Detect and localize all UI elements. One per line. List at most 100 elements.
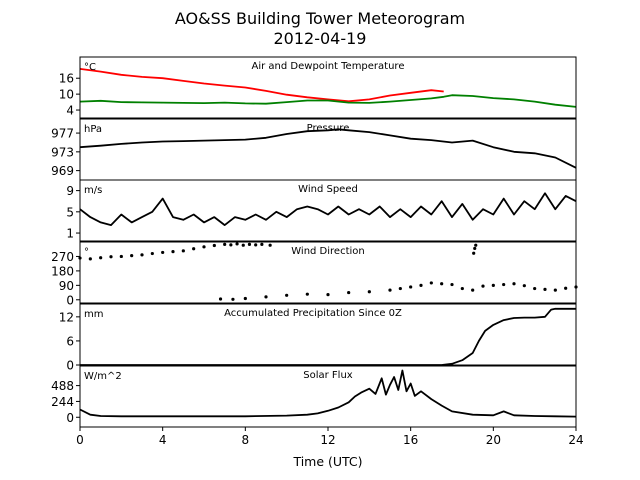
data-point <box>212 243 216 248</box>
panel-unit: °C <box>84 62 96 73</box>
x-tick-label: 20 <box>486 433 501 447</box>
data-point <box>491 283 495 287</box>
data-point <box>235 242 239 246</box>
y-tick-label: 5 <box>66 205 74 219</box>
y-tick-label: 0 <box>66 359 74 373</box>
data-point <box>305 292 309 296</box>
data-point <box>367 290 371 294</box>
panel-2: 1 5 9 m/s Wind Speed <box>66 179 577 242</box>
y-tick-label: 0 <box>66 293 74 307</box>
data-point <box>254 243 258 247</box>
y-tick-label: 180 <box>51 264 74 278</box>
panel-unit: hPa <box>84 124 102 135</box>
data-point <box>192 247 196 251</box>
panel-4: 0 6 12 mm Accumulated Precipitation Since 0Z <box>59 303 577 373</box>
y-tick-label: 0 <box>66 411 74 425</box>
data-point <box>419 283 423 287</box>
data-point <box>218 297 223 301</box>
series-line-dewpoint <box>79 94 577 108</box>
series-line-line <box>79 369 577 418</box>
data-point <box>471 288 475 292</box>
data-point <box>326 293 330 297</box>
data-point <box>231 297 235 301</box>
data-point <box>119 254 123 259</box>
data-point <box>150 251 154 256</box>
y-tick-label: 977 <box>51 127 74 141</box>
series-line-line <box>79 128 577 169</box>
data-point <box>229 243 233 247</box>
data-point <box>472 251 476 255</box>
data-point <box>285 293 289 297</box>
panel-title: Solar Flux <box>303 370 353 381</box>
data-point <box>533 286 537 291</box>
data-point <box>388 288 392 292</box>
x-tick-label: 8 <box>242 433 250 447</box>
panel-title: Accumulated Precipitation Since 0Z <box>224 308 402 319</box>
data-point <box>398 286 402 291</box>
y-tick-label: 4 <box>66 104 74 118</box>
data-point <box>88 257 92 261</box>
x-tick-label: 0 <box>76 433 84 447</box>
y-tick-label: 973 <box>51 145 74 159</box>
x-axis-label: Time (UTC) <box>292 454 362 469</box>
series-line-temperature <box>79 68 444 103</box>
data-point <box>181 249 185 253</box>
panel-title: Wind Speed <box>298 184 358 195</box>
data-point <box>247 242 252 247</box>
data-point <box>522 284 526 288</box>
figure-title: AO&SS Building Tower Meteorogram <box>175 9 465 28</box>
data-point <box>473 246 477 251</box>
data-point <box>440 282 444 286</box>
x-tick-label: 24 <box>568 433 583 447</box>
panel-5: 0 244 488 W/m^2 Solar Flux <box>51 365 577 428</box>
data-point <box>502 282 506 287</box>
data-point <box>429 281 433 285</box>
data-point <box>460 286 464 291</box>
x-tick-label: 4 <box>159 433 167 447</box>
panel-frame <box>79 179 577 242</box>
data-point <box>409 285 413 289</box>
series-line-line <box>80 307 576 366</box>
data-point <box>202 245 206 249</box>
panel-1: 969 973 977 hPa Pressure <box>51 118 577 181</box>
panel-frame <box>79 56 577 119</box>
panel-0: 4 10 16 °C Air and Dewpoint Temperature <box>59 56 577 119</box>
panel-unit: mm <box>84 309 103 320</box>
x-tick-label: 12 <box>320 433 335 447</box>
data-point <box>243 296 247 301</box>
series-line-line <box>79 192 577 226</box>
data-point <box>543 287 547 291</box>
panel-title: Wind Direction <box>291 246 365 257</box>
figure-date: 2012-04-19 <box>274 29 367 48</box>
data-point <box>161 250 165 255</box>
data-point <box>268 243 272 247</box>
data-point <box>347 290 351 295</box>
x-tick-label: 16 <box>403 433 418 447</box>
panel-title: Air and Dewpoint Temperature <box>252 61 405 72</box>
data-point <box>481 284 485 288</box>
data-point <box>109 255 113 259</box>
data-point <box>241 243 245 247</box>
data-point <box>130 254 134 258</box>
panel-unit: ° <box>84 247 89 258</box>
data-point <box>512 282 516 286</box>
y-tick-label: 10 <box>59 88 74 102</box>
y-tick-label: 16 <box>59 72 74 86</box>
panel-title: Pressure <box>307 123 350 134</box>
y-tick-label: 12 <box>59 310 74 324</box>
data-point <box>264 295 268 299</box>
y-tick-label: 270 <box>51 250 74 264</box>
panel-frame <box>79 303 577 366</box>
y-tick-label: 969 <box>51 164 74 178</box>
data-point <box>564 286 568 290</box>
y-tick-label: 9 <box>66 184 74 198</box>
panel-frame <box>79 241 577 304</box>
data-point <box>474 243 478 247</box>
y-tick-label: 1 <box>66 227 74 241</box>
data-point <box>140 253 144 257</box>
data-point <box>260 242 264 247</box>
data-point <box>223 242 227 247</box>
data-point <box>171 250 175 254</box>
